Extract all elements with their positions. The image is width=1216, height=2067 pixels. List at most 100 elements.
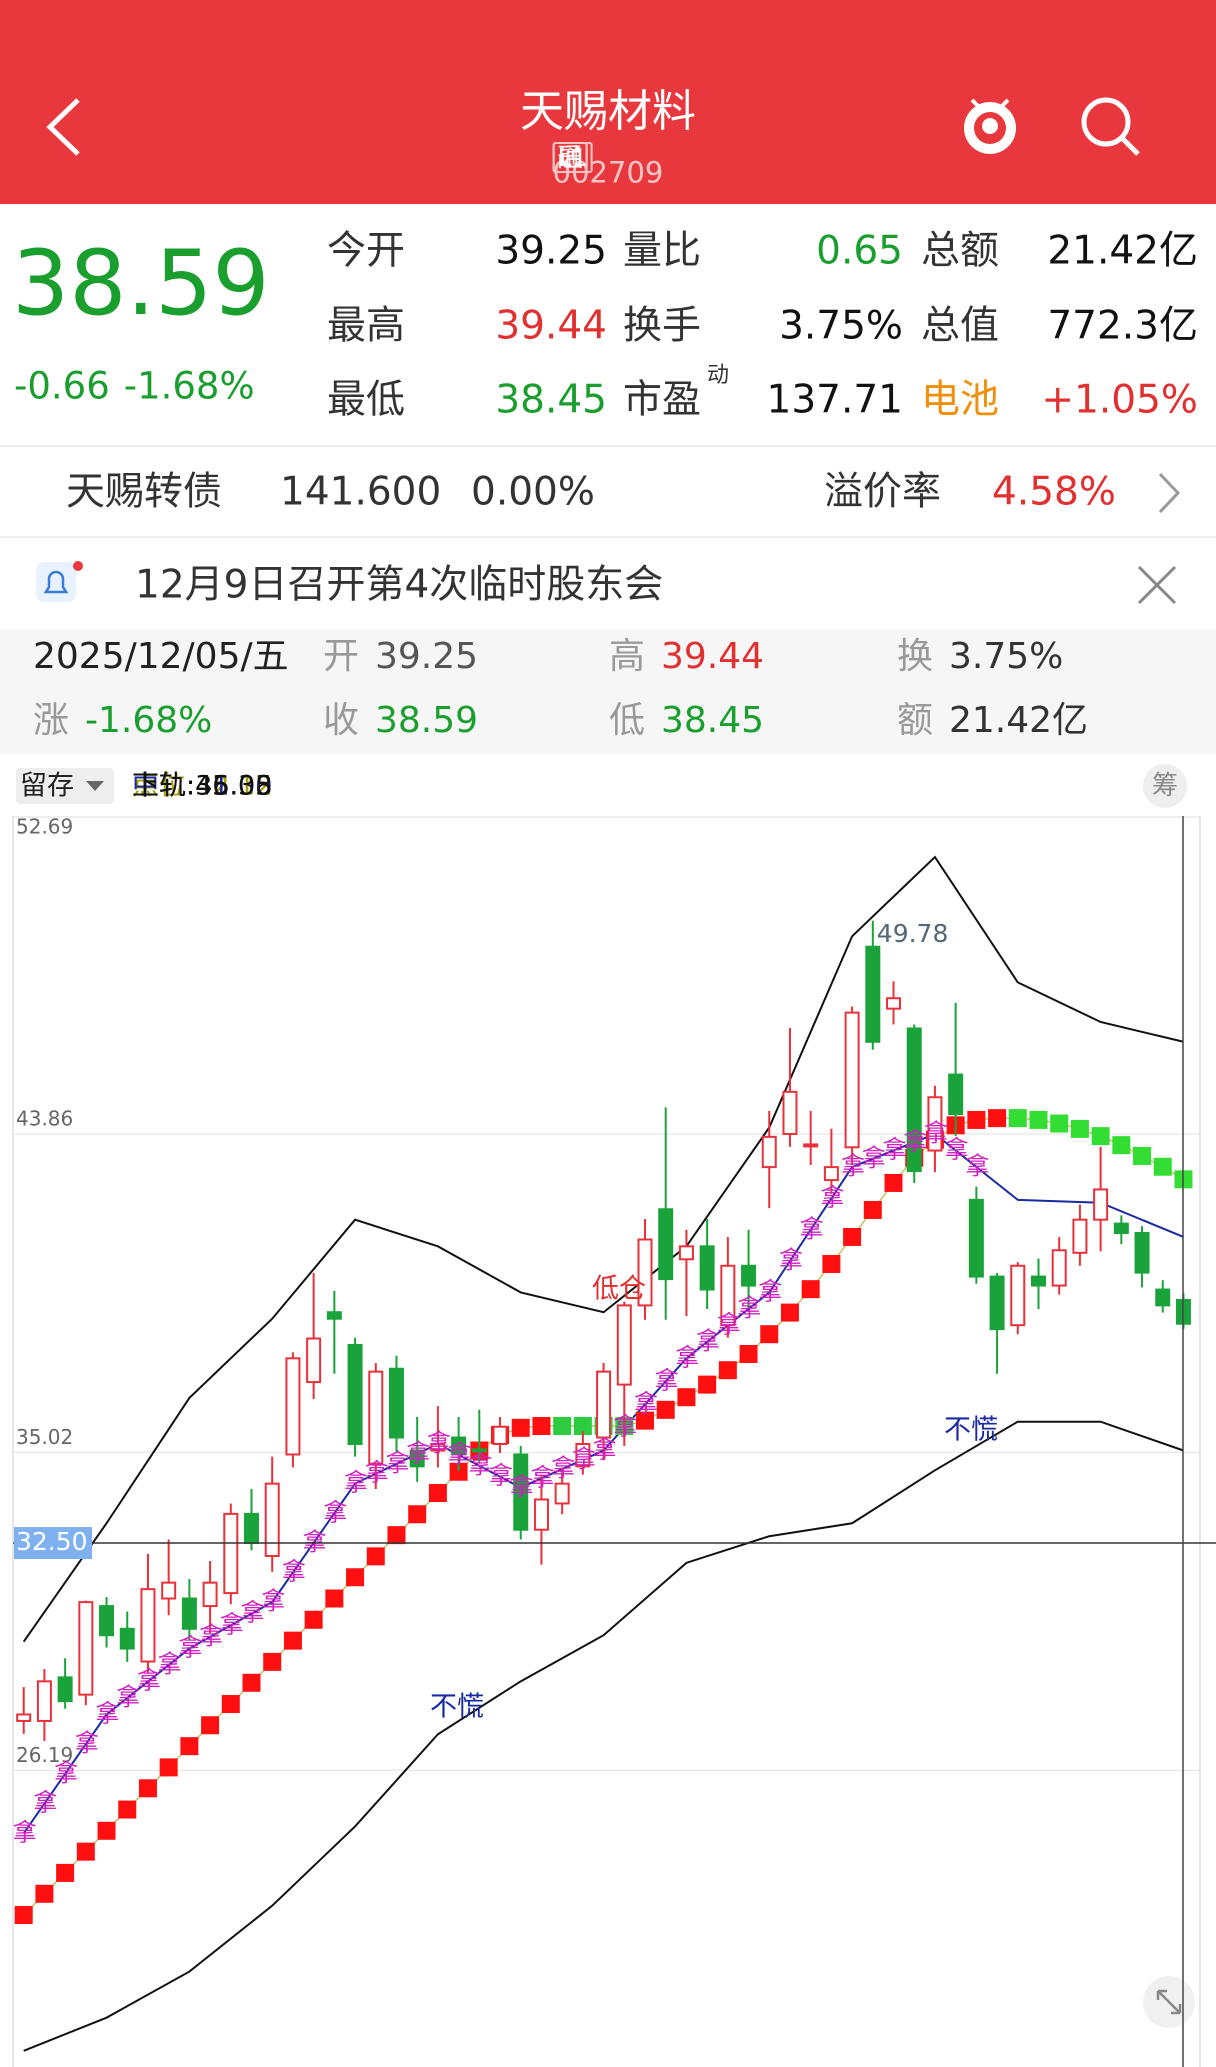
band-lower — [23, 1420, 1184, 2052]
candle-body — [823, 1166, 839, 1182]
hold-label: 拿 — [158, 1650, 182, 1678]
field-value: 0.65 — [816, 228, 903, 274]
candle-body — [1030, 1275, 1046, 1287]
hold-label: 拿 — [862, 1144, 886, 1172]
annotation: 不慌 — [430, 1692, 484, 1723]
hold-label: 拿 — [883, 1136, 907, 1164]
candle-body — [1113, 1222, 1129, 1234]
candle-body — [927, 1096, 943, 1152]
y-tick-label: 26.19 — [16, 1743, 73, 1767]
candle-body — [948, 1073, 964, 1116]
candle-body — [202, 1581, 218, 1608]
field-label: 市盈 — [623, 377, 702, 423]
candle-body — [471, 1448, 487, 1453]
support-block — [677, 1388, 696, 1407]
support-block — [573, 1417, 592, 1436]
support-block — [221, 1695, 240, 1714]
support-block — [863, 1200, 882, 1219]
hold-label: 拿 — [261, 1587, 285, 1615]
support-block — [636, 1411, 654, 1430]
candle-body — [513, 1453, 529, 1531]
support-block — [1133, 1146, 1152, 1165]
indicator-item: 上轨:46.35 — [132, 770, 273, 802]
change: -0.66 — [14, 364, 110, 408]
field-value: 772.3亿 — [1047, 303, 1198, 349]
support-block — [822, 1254, 841, 1273]
header: 天赐材料 002709 融通 L1 — [0, 0, 1216, 204]
indicator-item: 点位:42.12 — [132, 770, 273, 802]
candle-body — [306, 1337, 322, 1384]
day-value: 39.44 — [661, 636, 765, 677]
notice-text[interactable]: 12月9日召开第4次临时股东会 — [135, 562, 664, 608]
search-icon[interactable] — [1078, 94, 1144, 160]
field-value: 39.25 — [495, 228, 607, 274]
hold-label: 拿 — [572, 1445, 596, 1473]
chevron[interactable] — [1154, 470, 1184, 516]
stock-tag: L1 — [552, 142, 593, 173]
support-block — [698, 1375, 717, 1394]
bond-price: 141.600 — [280, 469, 442, 515]
candle-body — [347, 1343, 363, 1446]
day-label: 涨 — [33, 700, 70, 741]
day-label: 高 — [609, 636, 646, 677]
day-panel — [0, 629, 1216, 754]
price-change: -0.66 -1.68% — [14, 368, 255, 405]
y-tick-label: 35.02 — [16, 1425, 73, 1449]
support-block — [387, 1526, 406, 1545]
candle-body — [658, 1208, 674, 1281]
hold-label: 拿 — [385, 1449, 409, 1477]
change-pct: -1.68% — [123, 364, 255, 408]
candle-body — [596, 1370, 612, 1439]
mascot-icon[interactable] — [958, 88, 1022, 168]
candle-body — [36, 1680, 52, 1722]
field-label: 最低 — [327, 377, 406, 423]
hold-label: 拿 — [820, 1183, 844, 1211]
candle-body — [844, 1011, 860, 1149]
y-tick-label: 52.69 — [16, 816, 73, 839]
candle-body — [968, 1198, 984, 1278]
back-button[interactable] — [40, 92, 90, 162]
zoom-icon — [1156, 1989, 1182, 2015]
field-label: 电池 — [921, 377, 1000, 423]
support-block — [988, 1109, 1007, 1128]
chip-label[interactable]: 筹 — [1151, 771, 1179, 801]
candle-body — [244, 1512, 260, 1545]
band-mid — [22, 1132, 1184, 1834]
hold-label: 拿 — [427, 1429, 451, 1457]
support-block — [1029, 1110, 1048, 1129]
hold-label: 拿 — [33, 1789, 57, 1817]
hold-label: 拿 — [282, 1557, 306, 1585]
day-value: -1.68% — [85, 700, 213, 741]
candle-body — [803, 1143, 819, 1148]
annotation: 不慌 — [944, 1415, 998, 1446]
candle-body — [678, 1245, 694, 1261]
divider — [0, 536, 1216, 538]
candle-body — [492, 1425, 508, 1446]
support-block — [325, 1589, 344, 1608]
field-label: 换手 — [623, 303, 702, 349]
support-block — [1008, 1109, 1027, 1128]
support-block — [511, 1418, 530, 1437]
stock-code-line: 002709 融通 L1 — [552, 142, 663, 188]
hold-label: 拿 — [116, 1683, 140, 1711]
hold-label: 拿 — [779, 1246, 803, 1274]
dropdown-arrow — [86, 781, 104, 791]
selector[interactable]: 留存 — [20, 770, 74, 802]
support-block — [138, 1779, 157, 1798]
close-notice[interactable] — [1136, 564, 1178, 606]
support-line — [23, 1117, 1184, 1916]
candle-body — [1155, 1288, 1171, 1307]
field-value: 21.42亿 — [1047, 228, 1198, 274]
day-label: 换 — [897, 636, 934, 677]
candle-body — [16, 1713, 32, 1722]
hold-label: 拿 — [75, 1729, 99, 1757]
support-block — [1050, 1114, 1069, 1133]
support-block — [739, 1344, 758, 1363]
support-block — [967, 1110, 986, 1129]
support-block — [97, 1821, 116, 1840]
hold-label: 拿 — [634, 1389, 658, 1417]
field-value: 3.75% — [779, 303, 903, 349]
chip-circle[interactable] — [1143, 764, 1187, 808]
hold-label: 拿 — [800, 1215, 824, 1243]
hold-label: 拿 — [675, 1343, 699, 1371]
